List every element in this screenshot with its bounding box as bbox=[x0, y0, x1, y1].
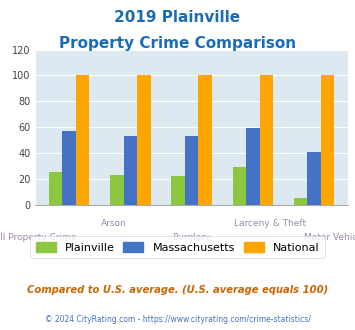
Text: Burglary: Burglary bbox=[173, 233, 211, 242]
Bar bbox=[171, 176, 185, 205]
Text: Property Crime Comparison: Property Crime Comparison bbox=[59, 36, 296, 51]
Bar bbox=[246, 128, 260, 205]
Text: Arson: Arson bbox=[101, 219, 126, 228]
Bar bbox=[233, 167, 246, 205]
Bar bbox=[110, 175, 124, 205]
Bar bbox=[185, 136, 198, 205]
Text: Compared to U.S. average. (U.S. average equals 100): Compared to U.S. average. (U.S. average … bbox=[27, 285, 328, 295]
Bar bbox=[198, 75, 212, 205]
Text: All Property Crime: All Property Crime bbox=[0, 233, 77, 242]
Text: Larceny & Theft: Larceny & Theft bbox=[234, 219, 306, 228]
Bar bbox=[307, 151, 321, 205]
Bar bbox=[137, 75, 151, 205]
Bar bbox=[321, 75, 334, 205]
Legend: Plainville, Massachusetts, National: Plainville, Massachusetts, National bbox=[30, 236, 325, 258]
Text: © 2024 CityRating.com - https://www.cityrating.com/crime-statistics/: © 2024 CityRating.com - https://www.city… bbox=[45, 315, 310, 324]
Text: Motor Vehicle Theft: Motor Vehicle Theft bbox=[304, 233, 355, 242]
Text: 2019 Plainville: 2019 Plainville bbox=[114, 10, 241, 25]
Bar bbox=[124, 136, 137, 205]
Bar bbox=[49, 172, 62, 205]
Bar bbox=[76, 75, 89, 205]
Bar bbox=[294, 198, 307, 205]
Bar bbox=[260, 75, 273, 205]
Bar bbox=[62, 131, 76, 205]
